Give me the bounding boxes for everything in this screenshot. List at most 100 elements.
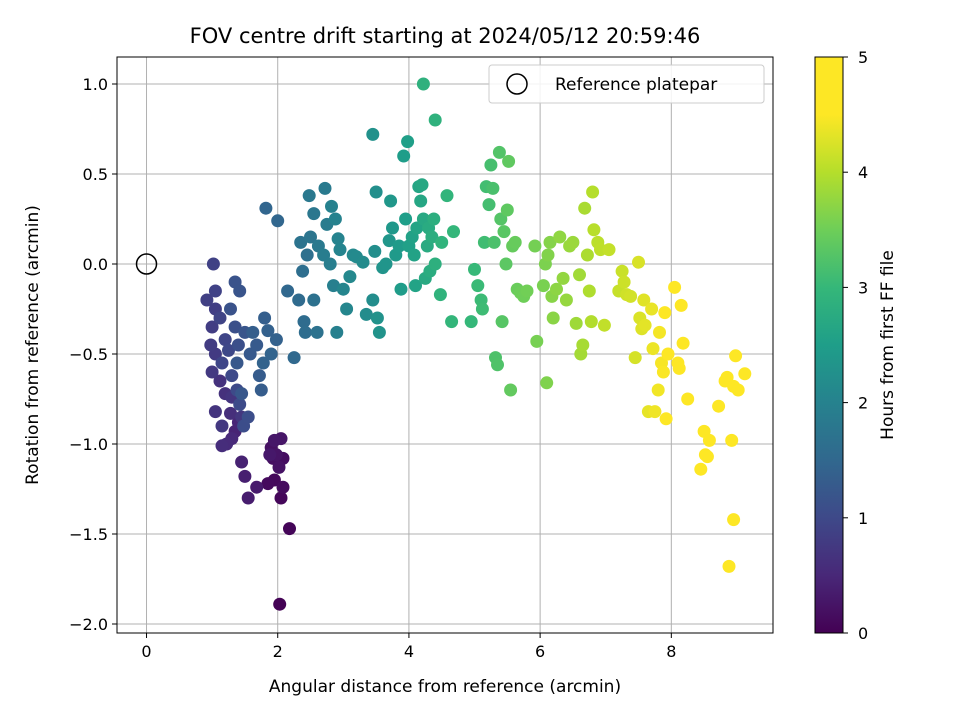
data-point xyxy=(215,356,229,370)
y-axis-label: Rotation from reference (arcmin) xyxy=(23,205,43,485)
data-point xyxy=(410,221,424,235)
data-point xyxy=(556,271,570,285)
data-point xyxy=(213,311,227,325)
legend-entry-label: Reference platepar xyxy=(555,75,717,95)
data-point xyxy=(540,376,554,390)
data-point xyxy=(307,293,321,307)
data-point xyxy=(628,351,642,365)
data-point xyxy=(333,243,347,257)
y-tick-label: 0.0 xyxy=(83,255,108,274)
data-point xyxy=(582,284,596,298)
colorbar-tick-label: 2 xyxy=(858,394,868,413)
data-point xyxy=(302,189,316,203)
data-point xyxy=(233,397,247,411)
data-point xyxy=(651,383,665,397)
data-point xyxy=(414,194,428,208)
y-axis-ticks: 1.0 0.5 0.0 −0.5 −1.0 −1.5 −2.0 xyxy=(69,75,117,634)
data-point xyxy=(274,491,288,505)
data-point xyxy=(475,302,489,316)
data-point xyxy=(729,349,743,363)
data-point xyxy=(578,201,592,215)
data-point xyxy=(246,325,260,339)
data-point xyxy=(700,450,714,464)
data-point xyxy=(499,257,513,271)
data-point xyxy=(238,469,252,483)
x-tick-label: 6 xyxy=(535,642,545,661)
data-point xyxy=(317,248,331,262)
data-point xyxy=(250,480,264,494)
data-point xyxy=(566,235,580,249)
data-point xyxy=(497,225,511,239)
data-point xyxy=(205,365,219,379)
data-point xyxy=(382,234,396,248)
colorbar-tick-label: 0 xyxy=(858,624,868,643)
data-point xyxy=(471,279,485,293)
data-point xyxy=(500,203,514,217)
data-point xyxy=(208,284,222,298)
data-point xyxy=(653,325,666,339)
data-point xyxy=(318,181,332,195)
data-point xyxy=(486,181,500,195)
data-point xyxy=(725,433,739,447)
data-point xyxy=(576,338,590,352)
data-point xyxy=(269,333,283,347)
data-point xyxy=(254,383,268,397)
x-tick-label: 4 xyxy=(404,642,414,661)
data-point xyxy=(356,255,370,269)
data-point xyxy=(231,338,245,352)
data-point xyxy=(224,302,237,316)
data-point xyxy=(294,235,308,249)
data-point xyxy=(445,315,459,329)
data-point xyxy=(386,221,399,235)
data-point xyxy=(241,491,255,505)
data-point xyxy=(694,462,708,476)
data-point xyxy=(492,145,506,159)
x-axis-label: Angular distance from reference (arcmin) xyxy=(269,677,621,697)
colorbar-tick-label: 1 xyxy=(858,509,868,528)
legend-box xyxy=(488,64,765,104)
data-point xyxy=(645,302,659,316)
data-point xyxy=(366,293,380,307)
data-point xyxy=(409,279,422,293)
data-point xyxy=(674,298,688,312)
data-point xyxy=(646,342,660,356)
data-point xyxy=(327,279,340,293)
chart-title: FOV centre drift starting at 2024/05/12 … xyxy=(190,24,701,48)
data-point xyxy=(328,212,342,226)
data-point xyxy=(340,302,354,316)
data-point xyxy=(495,315,509,329)
data-point xyxy=(416,77,430,91)
data-point xyxy=(428,113,442,127)
data-point xyxy=(597,318,611,332)
data-point xyxy=(225,369,239,383)
y-tick-label: −1.5 xyxy=(69,525,108,544)
x-tick-label: 2 xyxy=(273,642,283,661)
data-point xyxy=(281,284,295,298)
data-point xyxy=(310,325,324,339)
y-tick-label: 0.5 xyxy=(83,165,108,184)
data-point xyxy=(530,334,544,348)
data-point xyxy=(330,325,344,339)
data-point xyxy=(668,280,682,294)
data-point xyxy=(283,522,296,536)
data-point xyxy=(205,320,219,334)
data-point xyxy=(477,235,491,249)
data-point xyxy=(672,361,686,375)
data-point xyxy=(569,316,583,330)
data-point xyxy=(206,257,220,271)
data-point xyxy=(359,307,373,321)
data-point xyxy=(559,293,573,307)
data-point xyxy=(427,212,441,226)
colorbar: 0 1 2 3 4 5 Hours from first FF file xyxy=(814,48,898,643)
data-point xyxy=(372,325,386,339)
data-point xyxy=(304,230,317,244)
data-point xyxy=(228,320,242,334)
data-point xyxy=(343,270,357,284)
data-point xyxy=(536,279,550,293)
data-point xyxy=(528,239,542,253)
data-point xyxy=(543,235,557,249)
data-point xyxy=(204,338,218,352)
data-point xyxy=(584,315,598,329)
data-point xyxy=(399,212,413,226)
